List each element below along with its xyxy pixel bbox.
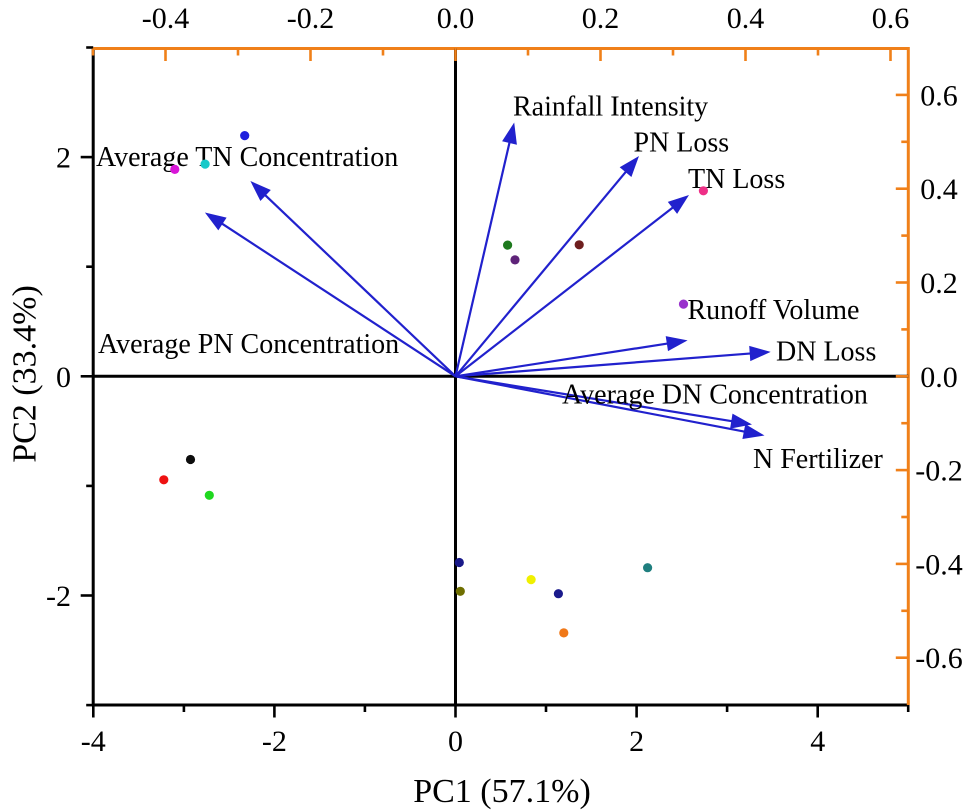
- svg-text:0.2: 0.2: [582, 2, 620, 35]
- svg-text:0.2: 0.2: [920, 267, 958, 300]
- svg-text:0.0: 0.0: [437, 2, 475, 35]
- svg-text:Average DN Concentration: Average DN Concentration: [562, 380, 868, 411]
- svg-text:0.4: 0.4: [727, 2, 765, 35]
- svg-text:-0.4: -0.4: [142, 2, 190, 35]
- svg-text:PC1 (57.1%): PC1 (57.1%): [413, 773, 591, 810]
- svg-text:DN Loss: DN Loss: [776, 337, 876, 368]
- svg-text:0.4: 0.4: [920, 173, 958, 206]
- svg-text:-0.4: -0.4: [915, 548, 963, 581]
- svg-text:Average TN Concentration: Average TN Concentration: [96, 142, 398, 173]
- svg-text:Average PN Concentration: Average PN Concentration: [98, 329, 399, 360]
- svg-text:-0.2: -0.2: [915, 455, 963, 488]
- svg-text:PC2 (33.4%): PC2 (33.4%): [7, 285, 44, 463]
- svg-text:4: 4: [810, 725, 825, 758]
- svg-text:0.6: 0.6: [872, 2, 910, 35]
- svg-text:-2: -2: [262, 725, 287, 758]
- svg-text:Runoff Volume: Runoff Volume: [688, 295, 860, 326]
- svg-text:2: 2: [629, 725, 644, 758]
- svg-text:-2: -2: [46, 580, 71, 613]
- svg-text:-0.2: -0.2: [287, 2, 335, 35]
- svg-text:0.0: 0.0: [920, 361, 958, 394]
- svg-text:Rainfall Intensity: Rainfall Intensity: [513, 91, 708, 122]
- svg-text:0: 0: [56, 361, 71, 394]
- svg-text:2: 2: [56, 142, 71, 175]
- svg-text:0.6: 0.6: [920, 79, 958, 112]
- svg-text:-4: -4: [81, 725, 106, 758]
- svg-text:N Fertilizer: N Fertilizer: [753, 444, 884, 475]
- svg-text:PN Loss: PN Loss: [634, 128, 730, 159]
- svg-text:0: 0: [448, 725, 463, 758]
- svg-text:-0.6: -0.6: [915, 642, 963, 675]
